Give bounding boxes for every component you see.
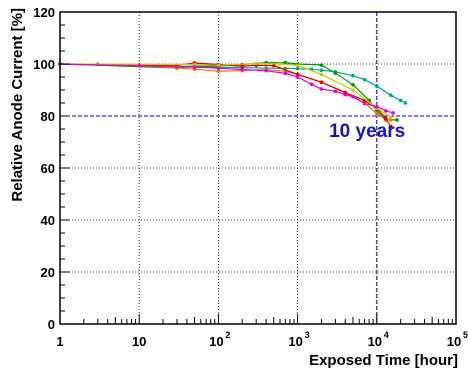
y-tick-label: 20 — [41, 265, 55, 280]
data-point — [351, 83, 355, 87]
data-point — [375, 111, 379, 116]
data-point — [240, 67, 245, 72]
data-point — [240, 64, 245, 68]
series-line — [59, 63, 391, 121]
y-tick-label: 40 — [41, 213, 55, 228]
series-layer — [58, 60, 408, 129]
x-tick-label: 1 — [56, 334, 63, 349]
data-point — [295, 72, 300, 77]
y-tick-label: 0 — [48, 317, 55, 332]
data-point — [216, 63, 221, 68]
data-point — [137, 64, 141, 68]
x-tick-label: 10 4 — [368, 330, 389, 349]
data-point — [388, 118, 393, 122]
data-point — [362, 101, 367, 106]
data-point — [254, 61, 258, 66]
data-point — [351, 94, 355, 99]
data-point — [319, 68, 324, 73]
x-tick-label: 10 3 — [288, 330, 309, 349]
series-line — [59, 62, 392, 118]
x-tick-label-exponent: 5 — [463, 330, 468, 340]
data-point — [398, 98, 403, 103]
data-point — [319, 63, 324, 67]
series-line — [59, 62, 397, 121]
series-2 — [58, 60, 399, 122]
x-tick-label-exponent: 2 — [225, 330, 230, 340]
y-tick-label: 60 — [41, 161, 55, 176]
data-point — [216, 66, 221, 70]
data-point — [319, 80, 324, 84]
data-point — [395, 118, 399, 122]
data-point — [388, 115, 393, 120]
data-point — [403, 101, 408, 105]
data-point — [295, 66, 300, 71]
series-6 — [58, 62, 395, 115]
data-point — [309, 82, 314, 87]
annotation-10-years: 10 years — [329, 121, 405, 142]
data-point — [295, 75, 300, 79]
x-tick-label: 10 — [132, 334, 146, 349]
data-point — [192, 62, 197, 67]
data-point — [343, 92, 348, 97]
x-tick-label-base: 10 — [288, 334, 302, 349]
data-point — [388, 124, 393, 129]
x-axis-label: Exposed Time [hour] — [309, 352, 458, 369]
data-point — [351, 73, 355, 78]
tick-marks — [60, 24, 453, 324]
data-point — [264, 68, 268, 73]
data-point — [283, 71, 288, 76]
data-point — [375, 84, 379, 88]
data-point — [333, 71, 338, 75]
x-tick-label-exponent: 3 — [305, 330, 310, 340]
x-tick-label-exponent: 4 — [384, 330, 389, 340]
data-point — [192, 65, 197, 69]
x-tick-label: 10 5 — [447, 330, 468, 349]
data-point — [351, 88, 355, 92]
data-point — [271, 63, 276, 68]
data-point — [283, 60, 288, 65]
data-point — [375, 104, 379, 109]
data-point — [384, 109, 388, 113]
y-tick-label: 80 — [41, 109, 55, 124]
y-tick-label: 120 — [33, 5, 55, 20]
series-5 — [58, 61, 393, 120]
data-point — [295, 63, 300, 68]
data-point — [216, 69, 221, 74]
data-point — [384, 116, 388, 121]
x-tick-label-base: 10 — [368, 334, 382, 349]
x-tick-label-base: 10 — [209, 334, 223, 349]
data-point — [388, 93, 393, 97]
grid — [60, 12, 456, 324]
data-point — [319, 72, 324, 77]
x-tick-label: 10 2 — [209, 330, 230, 349]
data-point — [319, 87, 324, 91]
data-point — [391, 111, 395, 115]
data-point — [333, 89, 338, 94]
y-tick-label: 100 — [33, 57, 55, 72]
y-axis-label: Relative Anode Current [%] — [9, 8, 26, 202]
data-point — [362, 77, 367, 82]
data-point — [278, 62, 282, 66]
x-tick-label-base: 10 — [447, 334, 461, 349]
